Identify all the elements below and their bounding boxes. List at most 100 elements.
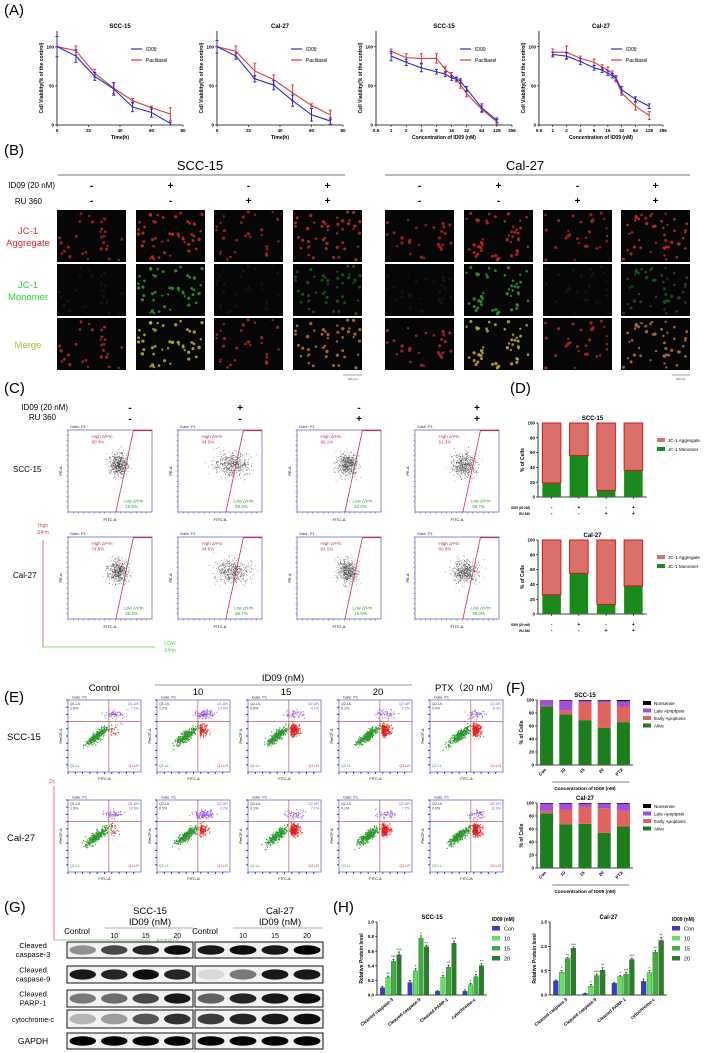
event-dot <box>356 463 358 465</box>
cell-dot <box>487 266 491 270</box>
event-dot <box>114 467 115 469</box>
event-dot <box>340 460 342 462</box>
event-dot <box>344 462 346 464</box>
event-dot <box>355 570 357 572</box>
low-value: 38.7% <box>472 504 485 509</box>
event-dot <box>247 466 248 468</box>
event-dot <box>226 471 228 473</box>
event-dot <box>232 473 234 475</box>
event-dot <box>342 574 344 576</box>
event-dot <box>121 572 123 574</box>
event-dot <box>239 470 241 472</box>
event-dot <box>466 452 468 454</box>
event-dot <box>349 464 351 466</box>
event-dot <box>344 469 346 471</box>
event-dot <box>345 459 347 461</box>
event-dot <box>233 454 234 456</box>
event-dot <box>456 467 458 468</box>
event-dot <box>222 469 223 471</box>
event-dot <box>244 462 246 464</box>
event-dot <box>230 571 232 573</box>
cell-dot <box>629 360 633 364</box>
event-dot <box>240 472 242 474</box>
cell-dot <box>305 280 310 285</box>
cell-dot <box>649 359 652 362</box>
event-dot <box>354 576 356 578</box>
event-dot <box>345 457 347 458</box>
c-sign-ru360: + <box>474 414 480 425</box>
event-dot <box>340 467 342 469</box>
event-dot <box>115 560 117 562</box>
event-dot <box>475 571 477 573</box>
cell-dot <box>219 221 222 224</box>
cell-dot <box>476 328 479 331</box>
event-dot <box>250 455 252 457</box>
event-dot <box>121 569 123 571</box>
event-dot <box>347 557 349 559</box>
cell-dot <box>305 334 310 339</box>
cell-dot <box>441 329 445 334</box>
event-dot <box>232 569 234 571</box>
event-dot <box>116 571 118 573</box>
event-dot <box>124 561 126 563</box>
cell-dot <box>676 242 681 246</box>
event-dot <box>233 460 235 462</box>
event-dot <box>108 566 109 568</box>
event-dot <box>127 577 129 579</box>
cell-dot <box>141 285 145 289</box>
event-dot <box>349 572 351 574</box>
event-dot <box>347 471 349 472</box>
event-dot <box>338 574 340 576</box>
event-dot <box>461 469 463 471</box>
cell-dot <box>519 219 522 222</box>
cell-dot <box>78 220 82 223</box>
event-dot <box>248 470 250 471</box>
event-dot <box>220 461 222 463</box>
event-dot <box>471 478 473 479</box>
cell-dot <box>74 342 78 346</box>
b-group-scc15: SCC-15 <box>177 158 223 173</box>
event-dot <box>225 463 227 465</box>
cell-dot <box>438 344 442 348</box>
cell-dot <box>571 214 575 218</box>
event-dot <box>231 451 233 453</box>
event-dot <box>226 468 227 470</box>
event-dot <box>470 467 472 469</box>
event-dot <box>228 572 230 574</box>
event-dot <box>247 474 249 476</box>
cell-dot <box>174 215 178 219</box>
cell-dot <box>644 329 649 334</box>
event-dot <box>219 463 221 465</box>
event-dot <box>117 470 119 472</box>
event-dot <box>345 461 347 463</box>
event-dot <box>233 556 235 558</box>
cell-dot <box>200 212 204 217</box>
cell-dot <box>200 266 204 271</box>
event-dot <box>336 580 338 582</box>
event-dot <box>343 469 345 471</box>
cell-dot <box>253 321 257 324</box>
cell-dot <box>308 299 311 302</box>
event-dot <box>121 457 122 459</box>
event-dot <box>342 577 344 579</box>
event-dot <box>223 576 225 578</box>
event-dot <box>353 459 355 460</box>
event-dot <box>352 567 354 569</box>
event-dot <box>227 467 229 469</box>
event-dot <box>454 469 456 470</box>
cell-dot <box>441 275 445 280</box>
event-dot <box>344 461 346 463</box>
cell-dot <box>660 273 664 277</box>
event-dot <box>341 461 343 463</box>
event-dot <box>462 463 464 465</box>
cell-dot <box>440 283 444 287</box>
cell-dot <box>241 269 245 273</box>
event-dot <box>461 477 463 479</box>
cell-dot <box>630 285 634 288</box>
event-dot <box>242 470 244 472</box>
event-dot <box>343 558 345 560</box>
cell-dot <box>265 361 269 365</box>
event-dot <box>334 575 336 576</box>
event-dot <box>471 464 473 466</box>
event-dot <box>339 460 341 462</box>
